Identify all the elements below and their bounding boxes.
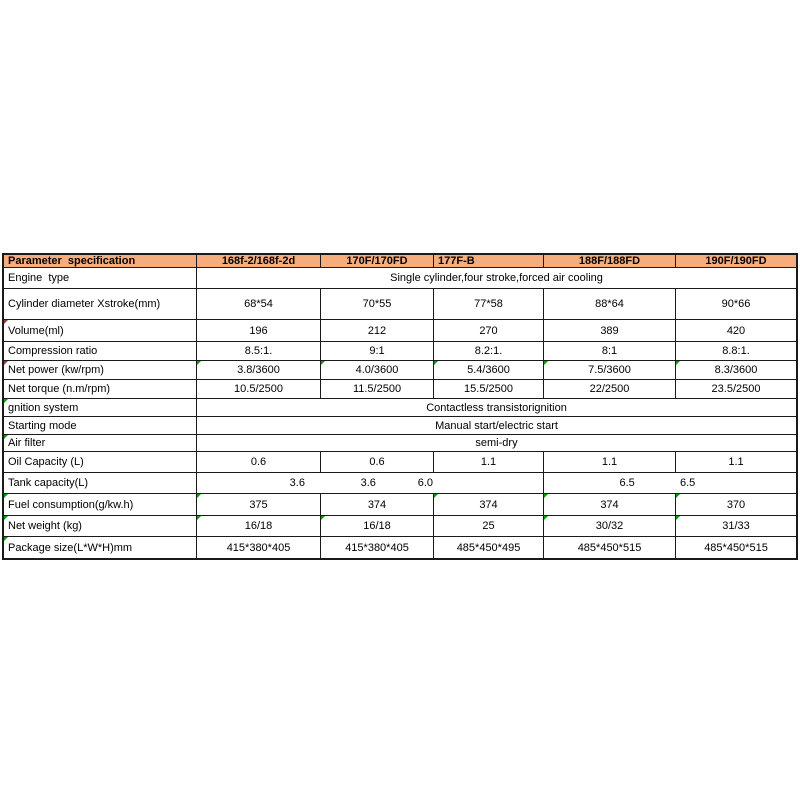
value-cell: 16/18 — [320, 516, 433, 537]
value-cell: 88*64 — [543, 289, 675, 320]
value-cell: 70*55 — [320, 289, 433, 320]
merged-value-engine-type: Single cylinder,four stroke,forced air c… — [196, 268, 796, 289]
table-row-air-filter: Air filter semi-dry — [4, 434, 796, 452]
row-label-cylinder: Cylinder diameter Xstroke(mm) — [8, 298, 161, 311]
table-row-starting: Starting mode Manual start/electric star… — [4, 416, 796, 435]
value-cell: 485*450*515 — [675, 537, 796, 559]
merged-value-tank-group2: 6.5 6.5 — [543, 473, 796, 494]
value-cell: 0.6 — [196, 452, 320, 473]
value-cell: 415*380*405 — [320, 537, 433, 559]
value-cell: 196 — [196, 320, 320, 342]
row-label-ignition: gnition system — [4, 399, 196, 416]
value-cell: 485*450*495 — [433, 537, 543, 559]
row-label-volume: Volume(ml) — [4, 320, 196, 341]
tank-value: 3.6 — [289, 477, 305, 490]
value-cell: 25 — [433, 516, 543, 537]
value-cell: 5.4/3600 — [433, 361, 543, 380]
value-cell: 8.5:1. — [196, 342, 320, 361]
value-cell: 11.5/2500 — [320, 380, 433, 399]
row-label-oil: Oil Capacity (L) — [8, 456, 84, 469]
value-cell: 23.5/2500 — [675, 380, 796, 399]
row-label-starting: Starting mode — [8, 419, 77, 432]
value-cell: 8.3/3600 — [675, 361, 796, 380]
value-cell: 1.1 — [543, 452, 675, 473]
column-header-168f: 168f-2/168f-2d — [196, 255, 320, 268]
value-cell: 7.5/3600 — [543, 361, 675, 380]
table-row-cylinder: Cylinder diameter Xstroke(mm) 68*54 70*5… — [4, 288, 796, 320]
table-row-compression: Compression ratio 8.5:1. 9:1 8.2:1. 8:1 … — [4, 341, 796, 361]
value-cell: 9:1 — [320, 342, 433, 361]
row-label-engine-type: Engine type — [8, 272, 70, 285]
value-cell: 420 — [675, 320, 796, 342]
value-cell: 370 — [675, 494, 796, 516]
tank-value: 6.5 — [679, 477, 696, 490]
table-row-volume: Volume(ml) 196 212 270 389 420 — [4, 319, 796, 342]
column-header-170f: 170F/170FD — [320, 255, 433, 268]
merged-value-starting: Manual start/electric start — [196, 417, 796, 435]
value-cell: 1.1 — [433, 452, 543, 473]
row-label-net-weight: Net weight (kg) — [4, 516, 196, 536]
table-row-tank: Tank capacity(L) 3.6 3.6 6.0 6.5 6.5 — [4, 472, 796, 494]
merged-value-tank-group1: 3.6 3.6 6.0 — [196, 473, 543, 494]
value-cell: 31/33 — [675, 516, 796, 537]
value-cell: 90*66 — [675, 289, 796, 320]
value-cell: 375 — [196, 494, 320, 516]
column-header-190f: 190F/190FD — [675, 255, 796, 268]
merged-value-air-filter: semi-dry — [196, 435, 796, 452]
row-label-air-filter: Air filter — [4, 435, 196, 451]
value-cell: 8.8:1. — [675, 342, 796, 361]
tank-value: 3.6 — [360, 477, 376, 490]
row-label-fuel: Fuel consumption(g/kw.h) — [4, 494, 196, 515]
table-row-ignition: gnition system Contactless transistorign… — [4, 398, 796, 417]
tank-value: 6.0 — [417, 477, 434, 490]
row-label-net-power: Net power (kw/rpm) — [4, 361, 196, 379]
value-cell: 374 — [433, 494, 543, 516]
table-row-package: Package size(L*W*H)mm 415*380*405 415*38… — [4, 536, 796, 559]
row-label-package: Package size(L*W*H)mm — [4, 537, 196, 558]
value-cell: 485*450*515 — [543, 537, 675, 559]
row-label-net-torque: Net torque (n.m/rpm) — [8, 383, 111, 396]
table-row-fuel: Fuel consumption(g/kw.h) 375 374 374 374… — [4, 493, 796, 516]
table-row-oil: Oil Capacity (L) 0.6 0.6 1.1 1.1 1.1 — [4, 451, 796, 473]
merged-value-ignition: Contactless transistorignition — [196, 399, 796, 417]
value-cell: 389 — [543, 320, 675, 342]
value-cell: 16/18 — [196, 516, 320, 537]
value-cell: 30/32 — [543, 516, 675, 537]
value-cell: 4.0/3600 — [320, 361, 433, 380]
value-cell: 8.2:1. — [433, 342, 543, 361]
table-header-row: Parameter specification 168f-2/168f-2d 1… — [4, 255, 796, 268]
table-row-net-power: Net power (kw/rpm) 3.8/3600 4.0/3600 5.4… — [4, 360, 796, 380]
value-cell: 415*380*405 — [196, 537, 320, 559]
value-cell: 270 — [433, 320, 543, 342]
value-cell: 68*54 — [196, 289, 320, 320]
row-label-tank: Tank capacity(L) — [8, 477, 89, 490]
value-cell: 10.5/2500 — [196, 380, 320, 399]
param-header: Parameter specification — [4, 255, 196, 268]
table-row-net-torque: Net torque (n.m/rpm) 10.5/2500 11.5/2500… — [4, 379, 796, 399]
value-cell: 212 — [320, 320, 433, 342]
value-cell: 3.8/3600 — [196, 361, 320, 380]
column-header-177f: 177F-B — [433, 255, 543, 268]
value-cell: 0.6 — [320, 452, 433, 473]
value-cell: 374 — [320, 494, 433, 516]
value-cell: 15.5/2500 — [433, 380, 543, 399]
table-row-net-weight: Net weight (kg) 16/18 16/18 25 30/32 31/… — [4, 515, 796, 537]
spec-table: Parameter specification 168f-2/168f-2d 1… — [2, 253, 798, 561]
value-cell: 77*58 — [433, 289, 543, 320]
tank-value: 6.5 — [619, 477, 635, 490]
row-label-compression: Compression ratio — [8, 345, 98, 358]
value-cell: 1.1 — [675, 452, 796, 473]
table-row-engine-type: Engine type Single cylinder,four stroke,… — [4, 267, 796, 289]
value-cell: 374 — [543, 494, 675, 516]
value-cell: 8:1 — [543, 342, 675, 361]
value-cell: 22/2500 — [543, 380, 675, 399]
column-header-188f: 188F/188FD — [543, 255, 675, 268]
